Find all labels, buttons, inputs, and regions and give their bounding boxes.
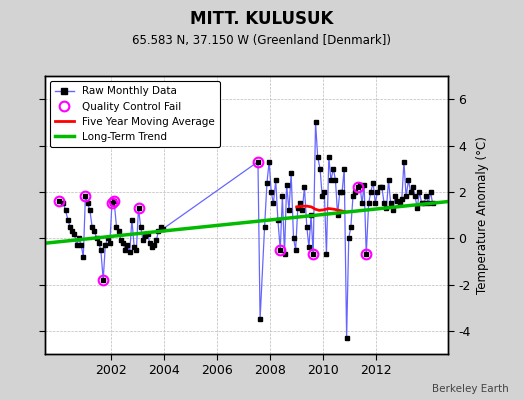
Legend: Raw Monthly Data, Quality Control Fail, Five Year Moving Average, Long-Term Tren: Raw Monthly Data, Quality Control Fail, … <box>50 81 220 147</box>
Text: MITT. KULUSUK: MITT. KULUSUK <box>190 10 334 28</box>
Text: 65.583 N, 37.150 W (Greenland [Denmark]): 65.583 N, 37.150 W (Greenland [Denmark]) <box>133 34 391 47</box>
Y-axis label: Temperature Anomaly (°C): Temperature Anomaly (°C) <box>476 136 489 294</box>
Text: Berkeley Earth: Berkeley Earth <box>432 384 508 394</box>
